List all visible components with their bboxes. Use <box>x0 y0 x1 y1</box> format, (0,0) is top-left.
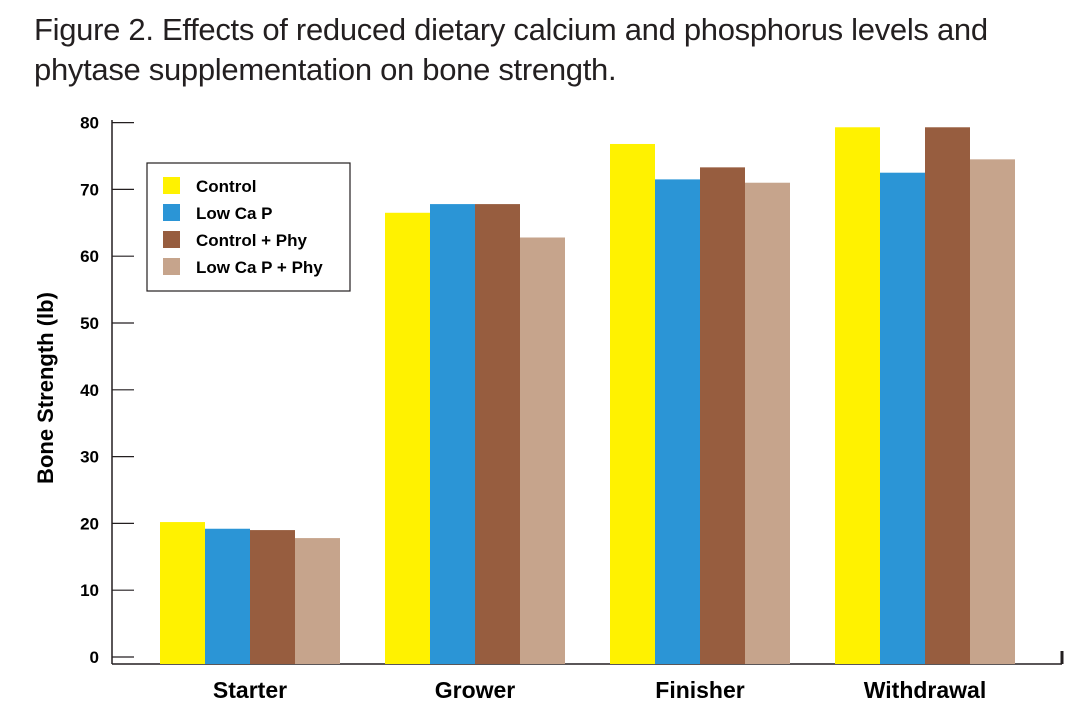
bar-low-ca-p-phy-starter <box>295 538 340 664</box>
y-tick-label: 80 <box>80 114 99 133</box>
bar-low-ca-p-phy-withdrawal <box>970 159 1015 664</box>
y-tick-label: 30 <box>80 448 99 467</box>
y-tick-label: 0 <box>90 648 99 667</box>
x-category-label: Withdrawal <box>864 677 986 703</box>
bar-control-starter <box>160 522 205 664</box>
bar-control-phy-grower <box>475 204 520 664</box>
legend-swatch <box>163 177 180 194</box>
y-tick-label: 60 <box>80 247 99 266</box>
y-tick-label: 40 <box>80 381 99 400</box>
bar-control-grower <box>385 212 430 664</box>
bar-control-withdrawal <box>835 127 880 664</box>
legend-swatch <box>163 258 180 275</box>
legend-label: Low Ca P <box>196 204 273 223</box>
legend-swatch <box>163 231 180 248</box>
chart-axes: 80 70 60 50 40 30 20 10 0 Bone Strength (lb) Start… <box>33 114 1064 703</box>
y-axis-label: Bone Strength (lb) <box>33 292 58 484</box>
chart-bars <box>160 127 1015 664</box>
x-category-label: Finisher <box>655 677 745 703</box>
legend-box <box>146 162 351 292</box>
bar-control-phy-starter <box>250 530 295 664</box>
bar-control-finisher <box>610 143 655 664</box>
legend-swatch <box>163 204 180 221</box>
bar-low-ca-p-phy-grower <box>520 237 565 664</box>
bar-low-ca-p-grower <box>430 204 475 664</box>
y-tick-label: 20 <box>80 514 99 533</box>
bar-low-ca-p-finisher <box>655 179 700 664</box>
legend-label: Low Ca P + Phy <box>196 258 323 277</box>
chart-legend: Control Low Ca P Control + Phy Low Ca P + P… <box>146 162 351 292</box>
figure-title: Figure 2. Effects of reduced dietary cal… <box>34 12 988 87</box>
bar-control-phy-finisher <box>700 167 745 664</box>
x-category-label: Starter <box>213 677 287 703</box>
y-tick-label: 70 <box>80 180 99 199</box>
legend-label: Control + Phy <box>196 231 308 250</box>
bar-low-ca-p-withdrawal <box>880 172 925 664</box>
bar-control-phy-withdrawal <box>925 127 970 664</box>
x-category-label: Grower <box>435 677 516 703</box>
y-tick-label: 50 <box>80 314 99 333</box>
bar-low-ca-p-phy-finisher <box>745 182 790 664</box>
y-tick-label: 10 <box>80 581 99 600</box>
legend-label: Control <box>196 177 256 196</box>
bar-low-ca-p-starter <box>205 528 250 664</box>
